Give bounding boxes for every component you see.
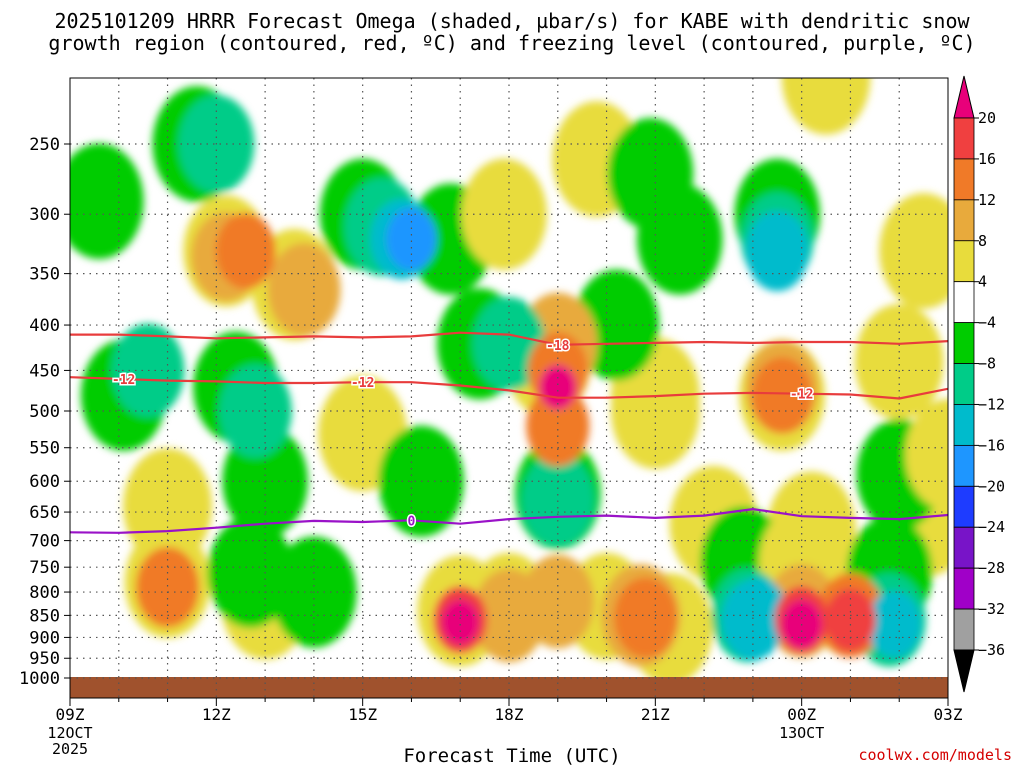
colorbar-label: −16 <box>978 436 1005 454</box>
omega-cell <box>267 242 341 337</box>
source-credit[interactable]: coolwx.com/models <box>858 746 1012 764</box>
x-tick-label: 09Z <box>56 705 85 724</box>
colorbar-label: −32 <box>978 600 1005 618</box>
surface-terrain <box>70 677 948 698</box>
colorbar-segment <box>953 485 975 528</box>
colorbar-segment <box>953 444 975 487</box>
x-tick-label: 21Z <box>641 705 670 724</box>
freezing-level-label: 0 <box>408 514 416 529</box>
colorbar-segment <box>953 199 975 242</box>
y-tick-label: 700 <box>29 532 60 552</box>
omega-cell <box>472 297 546 391</box>
omega-cell <box>745 210 809 292</box>
y-tick-label: 450 <box>29 361 60 381</box>
omega-cell <box>526 385 590 467</box>
omega-cell <box>521 554 595 649</box>
y-tick-label: 300 <box>29 205 60 225</box>
colorbar-label: −24 <box>978 518 1005 536</box>
colorbar-label: −36 <box>978 641 1005 659</box>
date-label: 12OCT <box>47 724 92 742</box>
omega-cell <box>867 590 922 658</box>
omega-cell <box>905 399 948 511</box>
y-tick-label: 850 <box>29 606 60 626</box>
colorbar-segment <box>953 526 975 569</box>
temperature-contours: -12 -12 -12 -18 0 <box>70 331 948 534</box>
colorbar-label: 16 <box>978 150 996 168</box>
omega-cell <box>636 183 723 295</box>
y-tick-label: 400 <box>29 316 60 336</box>
colorbar: 20 16 12 8 4 −4 −8 −12 −16 −20 −24 −28 −32 −36 <box>953 75 1005 693</box>
x-tick-label: 00Z <box>787 705 816 724</box>
x-tick-label: 15Z <box>348 705 377 724</box>
y-tick-label: 650 <box>29 503 60 523</box>
y-tick-label: 500 <box>29 402 60 422</box>
omega-cell <box>613 577 678 658</box>
omega-cell <box>781 78 871 135</box>
colorbar-segment <box>953 281 975 324</box>
chart-title-line1: 2025101209 HRRR Forecast Omega (shaded, … <box>54 9 970 33</box>
x-tick-label: 12Z <box>202 705 231 724</box>
isotherm-minus12-label: -12 <box>790 388 813 403</box>
colorbar-min-triangle <box>953 649 975 693</box>
isotherm-minus12-line <box>70 376 948 400</box>
colorbar-label: −28 <box>978 559 1005 577</box>
omega-cell <box>854 303 944 420</box>
y-tick-label: 800 <box>29 583 60 603</box>
colorbar-label: −20 <box>978 477 1005 495</box>
omega-cell <box>218 364 292 458</box>
colorbar-label: 8 <box>978 232 987 250</box>
y-tick-label: 750 <box>29 558 60 578</box>
colorbar-segment <box>953 322 975 364</box>
isotherm-minus12-label: -12 <box>351 376 374 391</box>
colorbar-label: −8 <box>978 355 996 373</box>
y-tick-label: 900 <box>29 628 60 648</box>
isotherm-minus18-label: -18 <box>546 339 570 354</box>
date-label-year: 2025 <box>52 740 88 758</box>
omega-shading <box>70 78 948 685</box>
date-label: 13OCT <box>779 724 824 742</box>
y-tick-label: 1000 <box>19 669 60 689</box>
omega-cell <box>386 207 437 271</box>
omega-cell <box>752 357 813 434</box>
y-tick-label: 250 <box>29 135 60 155</box>
colorbar-segment <box>953 158 975 201</box>
colorbar-segment <box>953 608 975 651</box>
colorbar-label: 12 <box>978 191 996 209</box>
x-tick-label: 18Z <box>495 705 524 724</box>
y-tick-label: 350 <box>29 265 60 285</box>
omega-cell <box>461 158 547 270</box>
colorbar-label: −4 <box>978 314 996 332</box>
colorbar-max-triangle <box>953 75 975 119</box>
omega-cell <box>441 599 480 645</box>
y-tick-label: 600 <box>29 472 60 492</box>
omega-cell <box>521 453 595 547</box>
y-tick-label: 550 <box>29 439 60 459</box>
y-tick-label: 950 <box>29 649 60 669</box>
omega-cell <box>135 546 200 628</box>
terrain-band <box>70 677 948 698</box>
x-axis-title: Forecast Time (UTC) <box>403 745 621 767</box>
colorbar-segment <box>953 567 975 610</box>
omega-cell <box>727 577 788 654</box>
colorbar-segment <box>953 363 975 405</box>
colorbar-label: −12 <box>978 395 1005 413</box>
omega-cell <box>879 193 948 309</box>
chart-title-line2: growth region (contoured, red, ºC) and f… <box>48 31 976 55</box>
isotherm-minus18-line <box>70 331 948 346</box>
colorbar-label: 20 <box>978 109 996 127</box>
omega-cell <box>825 588 876 652</box>
x-tick-label: 03Z <box>934 705 963 724</box>
colorbar-label: 4 <box>978 273 987 291</box>
omega-cell <box>215 212 276 289</box>
isotherm-minus12-label: -12 <box>112 373 135 388</box>
colorbar-segment <box>953 117 975 160</box>
omega-cell <box>70 143 144 259</box>
colorbar-segment <box>953 404 975 446</box>
colorbar-segment <box>953 240 975 283</box>
freezing-level-line <box>70 508 948 534</box>
y-axis: 2503003504004505005506006507007508008509… <box>19 135 70 689</box>
